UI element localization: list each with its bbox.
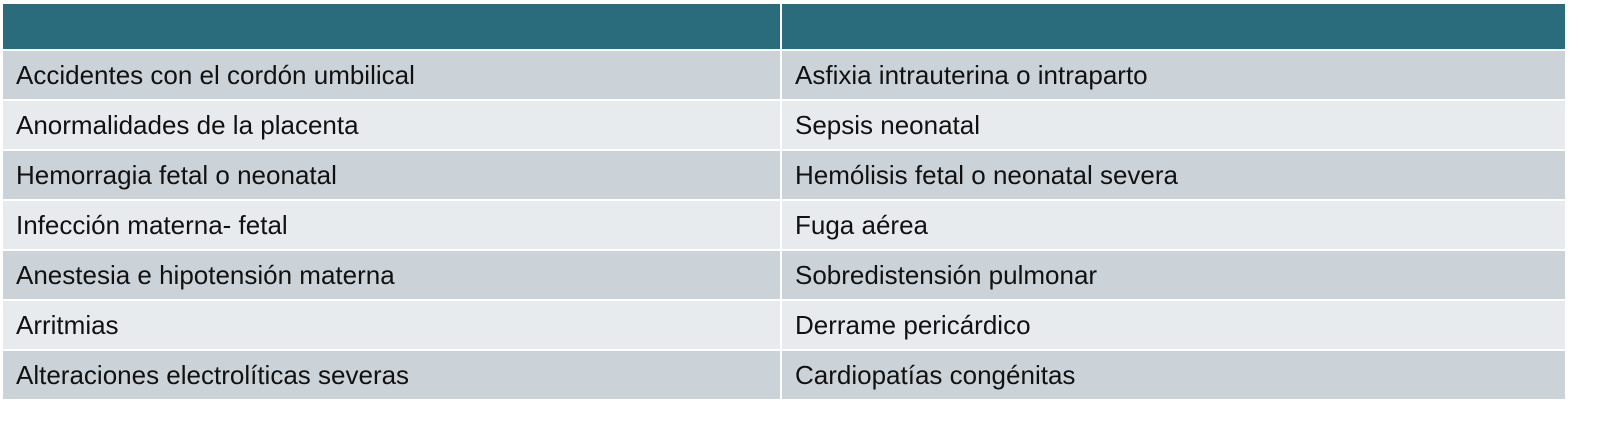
table-cell: Cardiopatías congénitas (782, 351, 1565, 399)
table-cell: Asfixia intrauterina o intraparto (782, 51, 1565, 99)
table-row: Anormalidades de la placenta Sepsis neona… (3, 101, 1565, 149)
table-cell: Arritmias (3, 301, 780, 349)
table-row: Anestesia e hipotensión materna Sobredist… (3, 251, 1565, 299)
table-body: Accidentes con el cordón umbilical Asfixi… (3, 51, 1565, 399)
table-cell: Anormalidades de la placenta (3, 101, 780, 149)
table: Accidentes con el cordón umbilical Asfixi… (1, 2, 1567, 401)
table-row: Infección materna- fetal Fuga aérea (3, 201, 1565, 249)
table-row: Accidentes con el cordón umbilical Asfixi… (3, 51, 1565, 99)
table-cell: Hemorragia fetal o neonatal (3, 151, 780, 199)
header-row (3, 4, 1565, 49)
table-cell: Accidentes con el cordón umbilical (3, 51, 780, 99)
header-cell (3, 4, 780, 49)
table-cell: Infección materna- fetal (3, 201, 780, 249)
table-cell: Alteraciones electrolíticas severas (3, 351, 780, 399)
table-cell: Hemólisis fetal o neonatal severa (782, 151, 1565, 199)
table-cell: Sobredistensión pulmonar (782, 251, 1565, 299)
table-cell: Fuga aérea (782, 201, 1565, 249)
table-cell: Anestesia e hipotensión materna (3, 251, 780, 299)
header-cell (782, 4, 1565, 49)
table-cell: Sepsis neonatal (782, 101, 1565, 149)
table-row: Arritmias Derrame pericárdico (3, 301, 1565, 349)
table-row: Hemorragia fetal o neonatal Hemólisis fet… (3, 151, 1565, 199)
table-head (3, 4, 1565, 49)
table-cell: Derrame pericárdico (782, 301, 1565, 349)
table-row: Alteraciones electrolíticas severas Cardi… (3, 351, 1565, 399)
